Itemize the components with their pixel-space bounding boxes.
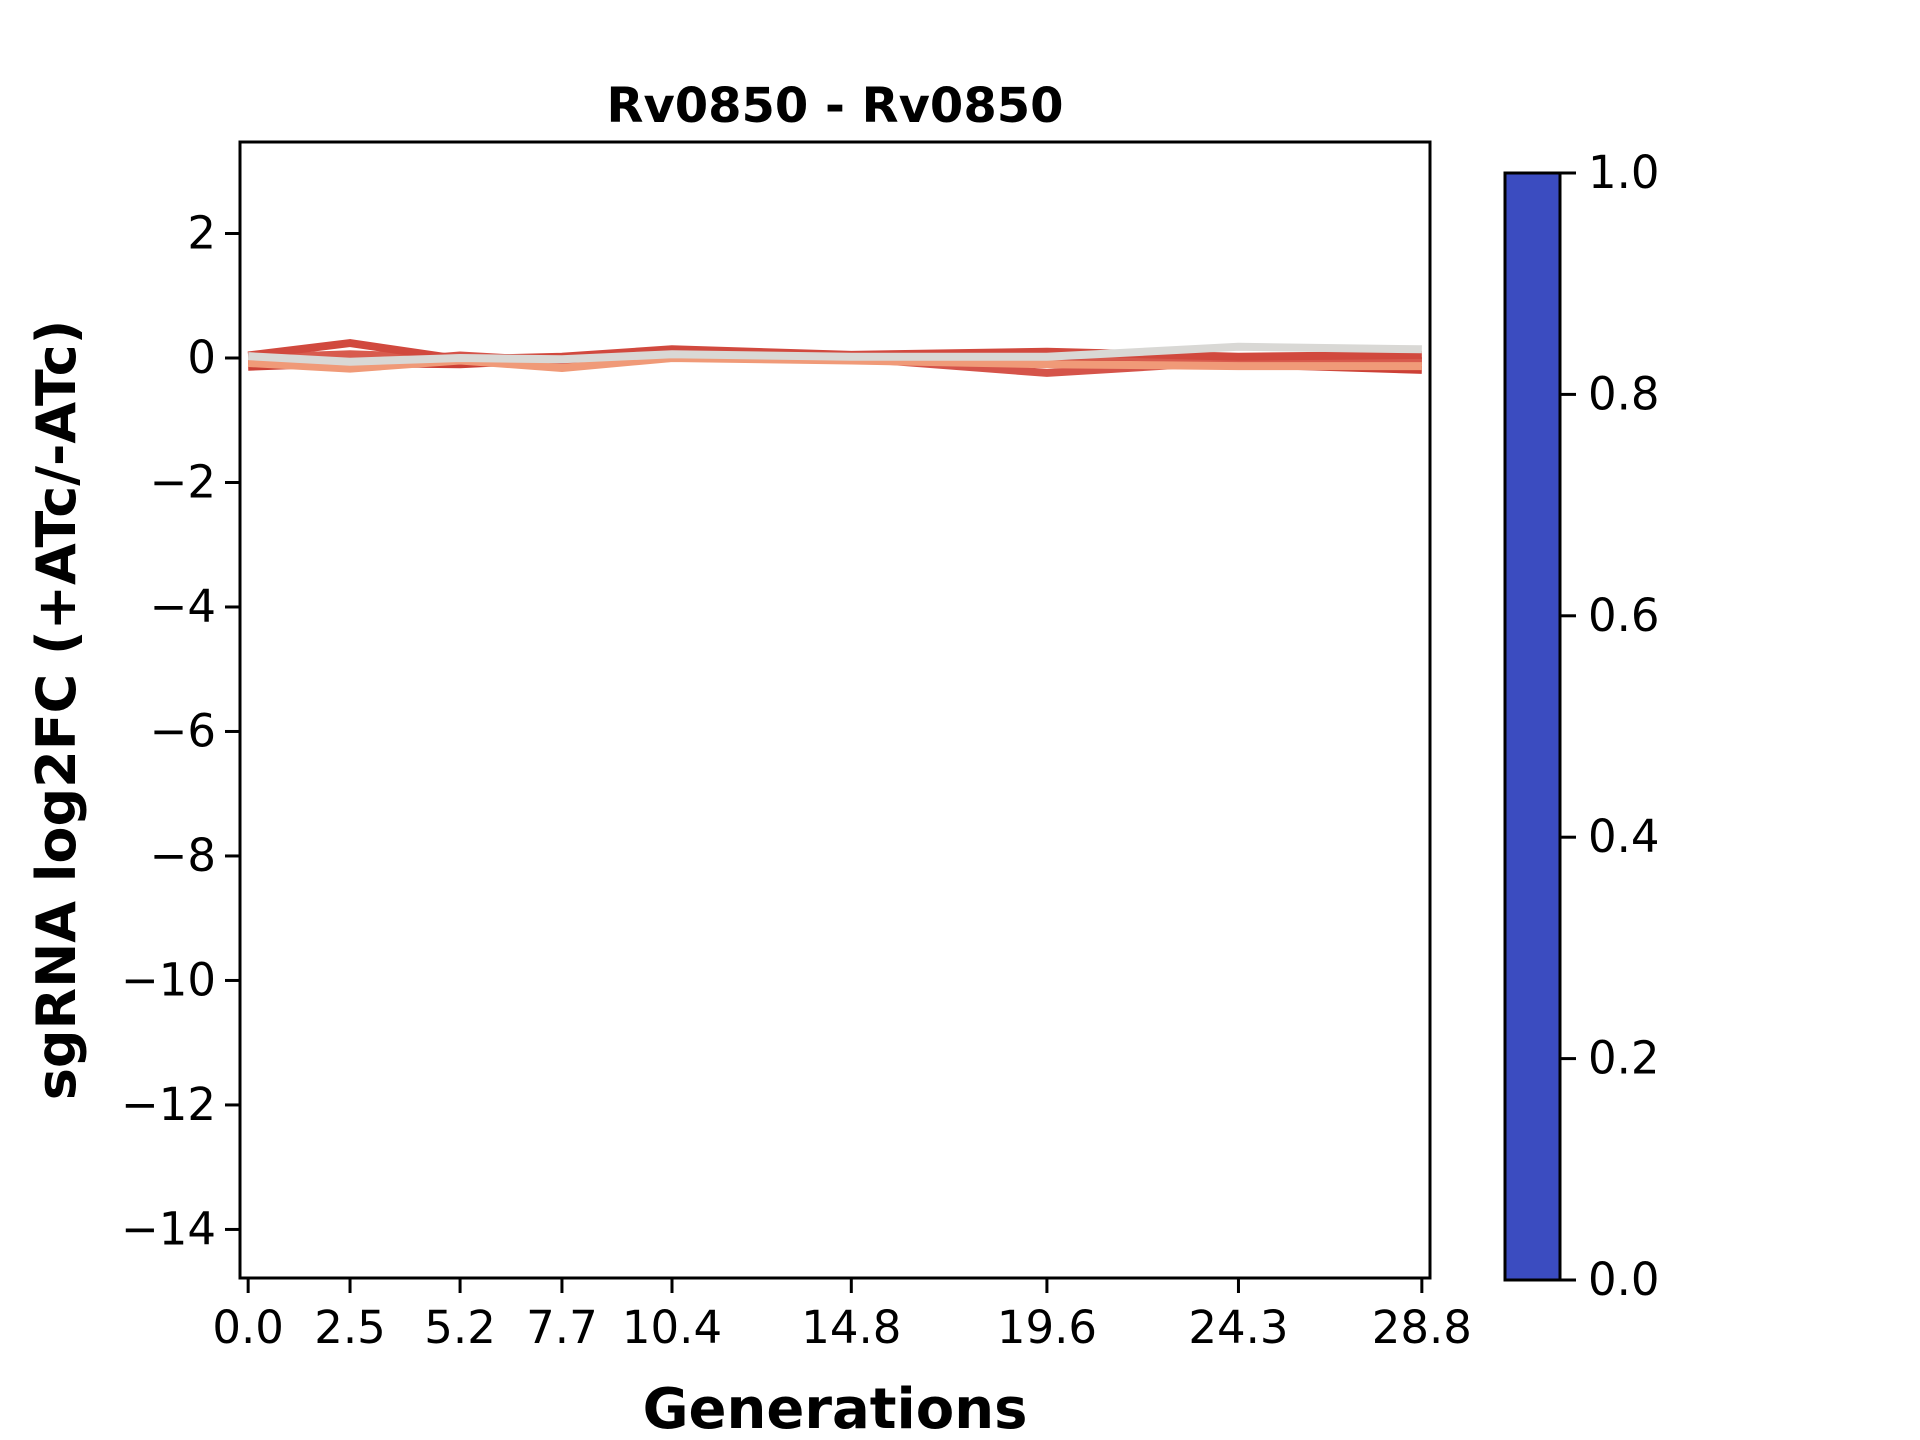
series-line-sgRNA-6 <box>247 342 1422 366</box>
y-axis-ticks: 2 0 −2 −4 −6 −8 −10 −12 −14 <box>121 207 240 1255</box>
colorbar-tick-label: 0.6 <box>1588 589 1660 642</box>
y-tick-label: −2 <box>150 455 216 508</box>
x-tick-label: 19.6 <box>997 1301 1097 1354</box>
x-tick-label: 28.8 <box>1372 1301 1472 1354</box>
y-tick-label: −8 <box>150 829 216 882</box>
x-tick-label: 14.8 <box>801 1301 901 1354</box>
series-line-sgRNA-4 <box>247 339 1422 364</box>
x-tick-label: 2.5 <box>314 1301 386 1354</box>
y-tick-label: 0 <box>187 331 216 384</box>
x-tick-label: 24.3 <box>1188 1301 1288 1354</box>
x-axis-label: Generations <box>643 1377 1028 1440</box>
colorbar-ticks: 0.0 0.2 0.4 0.6 0.8 1.0 <box>1560 146 1660 1306</box>
x-axis-ticks: 0.0 2.5 5.2 7.7 10.4 14.8 19.6 24.3 28.8 <box>212 1278 1472 1354</box>
chart-title: Rv0850 - Rv0850 <box>606 78 1063 134</box>
colorbar-tick-label: 0.2 <box>1588 1032 1660 1085</box>
colorbar-tick-label: 0.4 <box>1588 810 1660 863</box>
y-tick-label: −6 <box>150 704 216 757</box>
series-lines <box>247 339 1422 377</box>
x-tick-label: 5.2 <box>424 1301 496 1354</box>
y-axis-label: sgRNA log2FC (+ATc/-ATc) <box>25 320 88 1101</box>
colorbar-tick-label: 1.0 <box>1588 146 1660 199</box>
y-tick-label: −4 <box>150 580 216 633</box>
colorbar-tick-label: 0.0 <box>1588 1253 1660 1306</box>
colorbar <box>1503 171 1562 1282</box>
y-tick-label: −10 <box>121 953 216 1006</box>
plot-frame <box>238 140 1432 1280</box>
y-tick-label: 2 <box>187 207 216 260</box>
x-tick-label: 10.4 <box>622 1301 722 1354</box>
colorbar-tick-label: 0.8 <box>1588 367 1660 420</box>
y-tick-label: −12 <box>121 1078 216 1131</box>
x-tick-label: 0.0 <box>212 1301 284 1354</box>
y-tick-label: −14 <box>121 1202 216 1255</box>
x-tick-label: 7.7 <box>526 1301 598 1354</box>
